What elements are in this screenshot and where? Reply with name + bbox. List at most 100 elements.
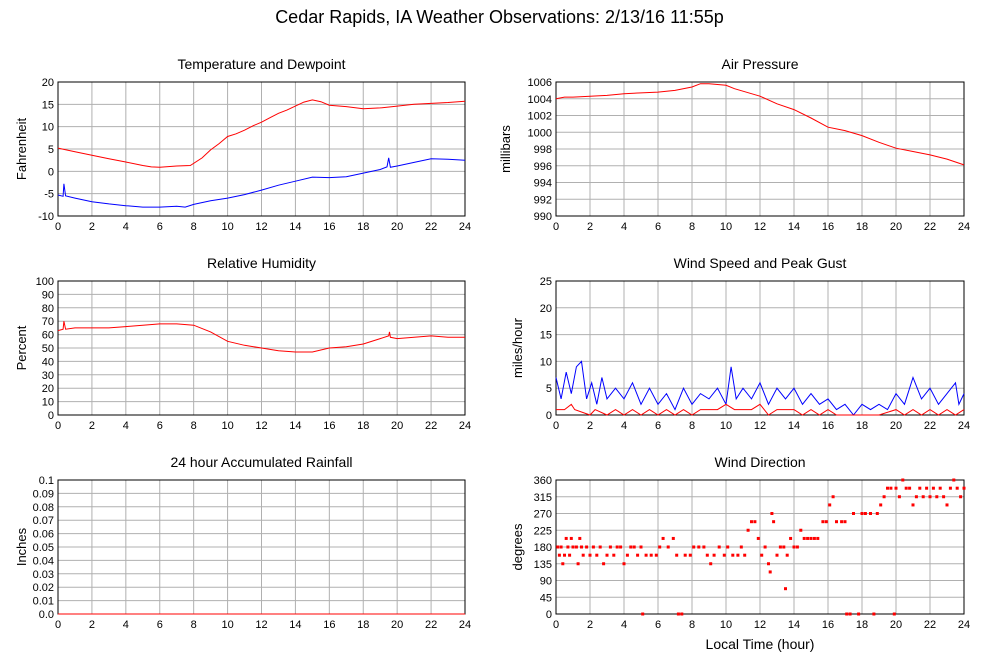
direction-x-tick-label: 2 xyxy=(587,619,593,631)
temp-chart-title: Temperature and Dewpoint xyxy=(177,56,345,72)
pressure-x-tick-label: 2 xyxy=(587,221,593,233)
direction-point xyxy=(945,503,949,507)
direction-x-tick-label: 0 xyxy=(553,619,559,631)
direction-point xyxy=(688,553,692,557)
humidity-x-tick-label: 24 xyxy=(459,420,471,432)
direction-point xyxy=(928,495,932,499)
direction-point xyxy=(767,562,770,566)
direction-point xyxy=(578,536,582,540)
direction-point xyxy=(824,520,828,524)
humidity-y-tick-label: 100 xyxy=(36,276,54,288)
direction-point xyxy=(784,587,787,591)
direction-point xyxy=(782,545,786,549)
rain-x-tick-label: 18 xyxy=(357,619,369,631)
direction-point xyxy=(702,545,706,549)
humidity-x-tick-label: 18 xyxy=(357,420,369,432)
direction-point xyxy=(848,612,852,616)
direction-y-tick-label: 180 xyxy=(534,542,552,554)
direction-point xyxy=(809,536,813,540)
direction-point xyxy=(795,545,799,549)
direction-point xyxy=(629,545,633,549)
direction-x-tick-label: 24 xyxy=(958,619,970,631)
direction-point xyxy=(622,562,626,566)
direction-point xyxy=(955,486,959,490)
direction-point xyxy=(816,536,820,540)
direction-y-tick-label: 90 xyxy=(540,576,552,588)
direction-point xyxy=(938,486,942,490)
direction-point xyxy=(894,486,898,490)
direction-point xyxy=(739,545,743,549)
direction-point xyxy=(585,545,589,549)
direction-x-tick-label: 14 xyxy=(788,619,800,631)
direction-point xyxy=(879,503,883,507)
direction-point xyxy=(789,536,793,540)
direction-point xyxy=(828,503,832,507)
direction-point xyxy=(799,528,803,532)
direction-point xyxy=(914,495,918,499)
direction-x-tick-label: 20 xyxy=(890,619,902,631)
direction-point xyxy=(835,520,838,524)
direction-y-tick-label: 225 xyxy=(534,525,552,537)
wind-x-tick-label: 14 xyxy=(788,420,800,432)
direction-point xyxy=(925,486,929,490)
direction-point xyxy=(722,553,726,557)
rain-x-tick-label: 12 xyxy=(255,619,267,631)
humidity-x-tick-label: 0 xyxy=(55,420,61,432)
rain-x-tick-label: 24 xyxy=(459,619,471,631)
direction-y-tick-label: 270 xyxy=(534,509,552,521)
direction-x-tick-label: 12 xyxy=(754,619,766,631)
rain-y-tick-label: 0.0 xyxy=(39,609,54,621)
temp-x-tick-label: 18 xyxy=(357,221,369,233)
direction-point xyxy=(591,545,595,549)
pressure-y-tick-label: 994 xyxy=(534,178,552,190)
direction-point xyxy=(692,545,696,549)
pressure-x-tick-label: 14 xyxy=(788,221,800,233)
direction-point xyxy=(806,536,810,540)
rain-x-tick-label: 2 xyxy=(89,619,95,631)
rain-chart-title: 24 hour Accumulated Rainfall xyxy=(170,454,352,470)
direction-point xyxy=(840,520,844,524)
direction-point xyxy=(639,545,643,549)
direction-point xyxy=(952,478,956,482)
direction-point xyxy=(619,545,623,549)
direction-point xyxy=(753,520,757,524)
rain-x-tick-label: 6 xyxy=(157,619,163,631)
direction-point xyxy=(569,536,573,540)
humidity-y-tick-label: 10 xyxy=(42,397,54,409)
humidity-y-tick-label: 60 xyxy=(42,330,54,342)
pressure-x-tick-label: 0 xyxy=(553,221,559,233)
direction-point xyxy=(886,486,889,490)
direction-point xyxy=(697,545,701,549)
direction-point xyxy=(576,562,580,566)
rain-y-tick-label: 0.04 xyxy=(33,555,54,567)
page-title: Cedar Rapids, IA Weather Observations: 2… xyxy=(275,7,724,27)
direction-point xyxy=(615,545,619,549)
direction-point xyxy=(908,486,912,490)
rain-y-tick-label: 0.01 xyxy=(33,596,54,608)
direction-point xyxy=(746,528,750,532)
direction-y-tick-label: 0 xyxy=(546,609,552,621)
direction-point xyxy=(564,536,568,540)
direction-point xyxy=(571,545,575,549)
direction-point xyxy=(743,553,747,557)
humidity-x-tick-label: 2 xyxy=(89,420,95,432)
rain-y-tick-label: 0.08 xyxy=(33,502,54,514)
temp-x-tick-label: 0 xyxy=(55,221,61,233)
wind-chart-title: Wind Speed and Peak Gust xyxy=(674,255,847,271)
direction-point xyxy=(942,495,946,499)
rain-x-tick-label: 10 xyxy=(221,619,233,631)
direction-x-tick-label: 10 xyxy=(720,619,732,631)
direction-x-tick-label: 16 xyxy=(822,619,834,631)
rain-y-tick-label: 0.1 xyxy=(39,475,54,487)
humidity-x-tick-label: 10 xyxy=(221,420,233,432)
direction-point xyxy=(598,545,602,549)
humidity-y-tick-label: 80 xyxy=(42,303,54,315)
direction-point xyxy=(556,545,560,549)
direction-point xyxy=(772,520,776,524)
direction-plot-frame xyxy=(555,479,965,615)
humidity-series-line-0 xyxy=(57,321,465,353)
pressure-x-tick-label: 8 xyxy=(689,221,695,233)
temp-plot-frame xyxy=(57,81,466,217)
wind-x-tick-label: 10 xyxy=(720,420,732,432)
humidity-x-tick-label: 14 xyxy=(289,420,301,432)
